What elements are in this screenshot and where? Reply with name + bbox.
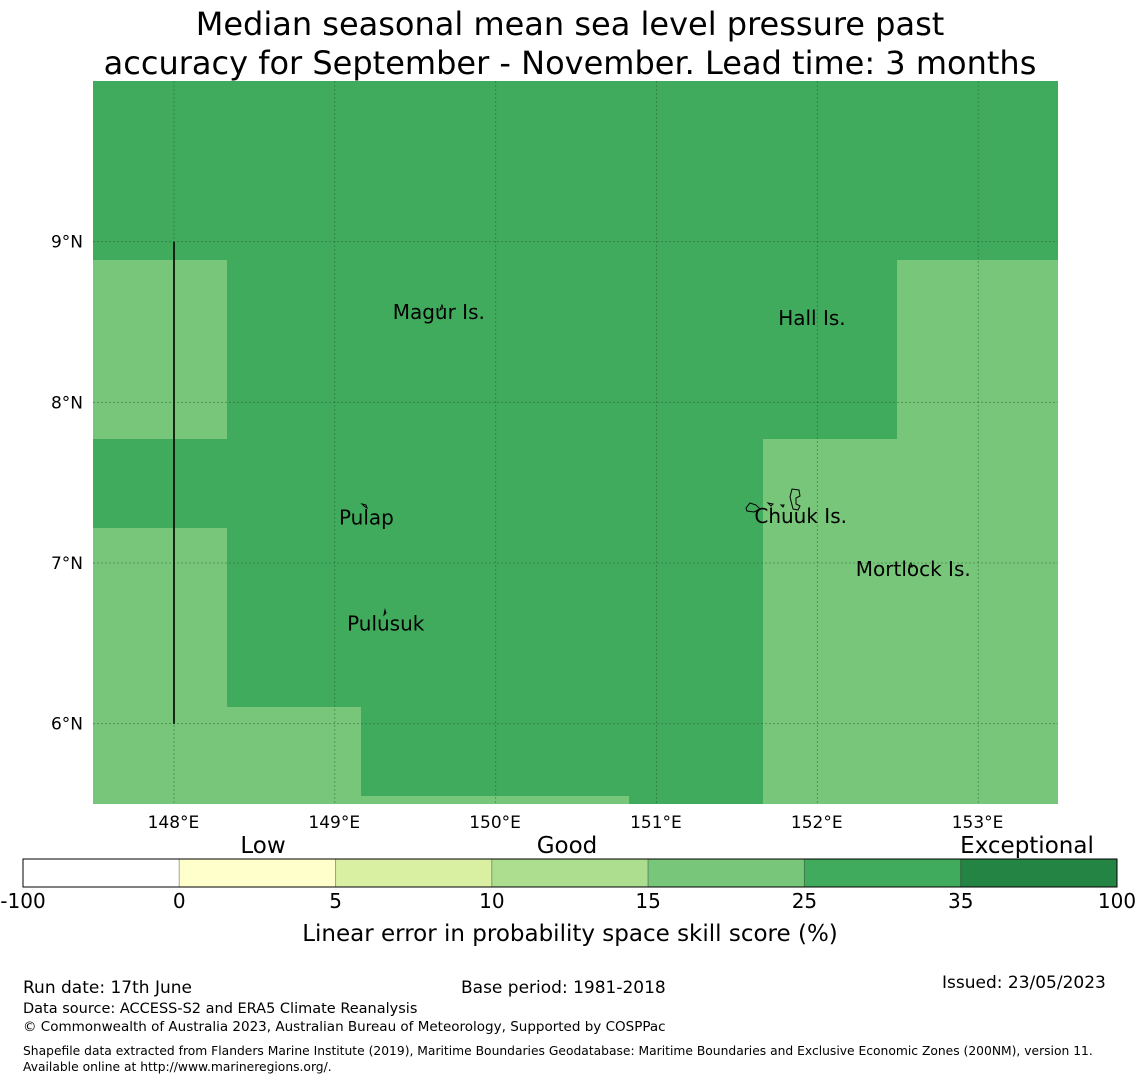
- colorbar-tick-label: 35: [948, 889, 973, 913]
- colorbar-tick-label: 5: [329, 889, 342, 913]
- colorbar-tick-label: 25: [792, 889, 817, 913]
- x-tick-label: 152°E: [791, 813, 843, 833]
- colorbar-segment: [803, 858, 962, 888]
- map-plot-area: Magur Is. Hall Is. Pulap Chuuk Is. Mortlock …: [93, 81, 1058, 804]
- y-tick-label: 9°N: [51, 233, 83, 253]
- issued-date: Issued: 23/05/2023: [942, 973, 1106, 993]
- copyright-notice: © Commonwealth of Australia 2023, Austra…: [23, 1019, 666, 1035]
- colorbar-tick-label: -100: [0, 889, 45, 913]
- skill-cell-15-25: [93, 260, 227, 439]
- y-tick-label: 6°N: [51, 715, 83, 735]
- skill-cell-15-25: [361, 796, 629, 804]
- colorbar-segment: [491, 858, 649, 888]
- colorbar-category-label: Good: [537, 833, 598, 859]
- island-chuuk-west: [745, 502, 761, 513]
- place-label: Pulap: [339, 505, 394, 529]
- x-tick-label: 148°E: [148, 813, 200, 833]
- colorbar-segment: [178, 858, 337, 888]
- x-tick-label: 151°E: [630, 813, 682, 833]
- island-chuuk-east: [779, 504, 785, 508]
- chart-title-line1: Median seasonal mean sea level pressure …: [195, 5, 945, 43]
- run-date: Run date: 17th June: [23, 978, 192, 998]
- data-source: Data source: ACCESS-S2 and ERA5 Climate …: [23, 1001, 418, 1017]
- base-period: Base period: 1981-2018: [461, 978, 666, 998]
- colorbar-segment: [647, 858, 805, 888]
- colorbar-category-label: Low: [240, 833, 285, 859]
- x-tick-label: 153°E: [952, 813, 1004, 833]
- skill-cell-15-25: [93, 528, 227, 804]
- place-label: Hall Is.: [778, 306, 845, 330]
- colorbar-tick-label: 0: [173, 889, 186, 913]
- island-magur: [438, 303, 444, 312]
- skill-cell-15-25: [227, 707, 361, 804]
- island-pulusuk: [383, 608, 387, 617]
- place-label: Pulusuk: [347, 611, 425, 635]
- x-tick-label: 150°E: [469, 813, 521, 833]
- place-label: Chuuk Is.: [754, 504, 847, 528]
- colorbar-tick-label: 15: [635, 889, 660, 913]
- island-mortlock: [908, 561, 913, 568]
- colorbar-tick-label: 10: [479, 889, 504, 913]
- place-label: Magur Is.: [393, 300, 485, 324]
- island-chuuk-center: [766, 502, 775, 507]
- colorbar-category-label: Exceptional: [960, 833, 1094, 859]
- x-tick-label: 149°E: [308, 813, 360, 833]
- island-pulap: [360, 503, 368, 510]
- colorbar-title: Linear error in probability space skill …: [302, 921, 838, 947]
- island-chuuk-reef: [789, 488, 801, 511]
- colorbar-segment: [22, 858, 180, 888]
- chart-title-line2: accuracy for September - November. Lead …: [103, 44, 1037, 82]
- y-tick-label: 8°N: [51, 393, 83, 413]
- skill-cell-15-25: [897, 260, 1058, 439]
- colorbar-segment: [960, 858, 1118, 888]
- skill-cell-15-25: [763, 439, 1058, 804]
- colorbar-segment: [335, 858, 493, 888]
- y-tick-label: 7°N: [51, 554, 83, 574]
- colorbar-tick-label: 100: [1098, 889, 1136, 913]
- place-label: Mortlock Is.: [856, 557, 971, 581]
- map-figure: Magur Is. Hall Is. Pulap Chuuk Is. Mortlock …: [0, 81, 1136, 947]
- colorbar-frame: [22, 858, 1118, 888]
- shapefile-credit: Shapefile data extracted from Flanders M…: [23, 1044, 1093, 1074]
